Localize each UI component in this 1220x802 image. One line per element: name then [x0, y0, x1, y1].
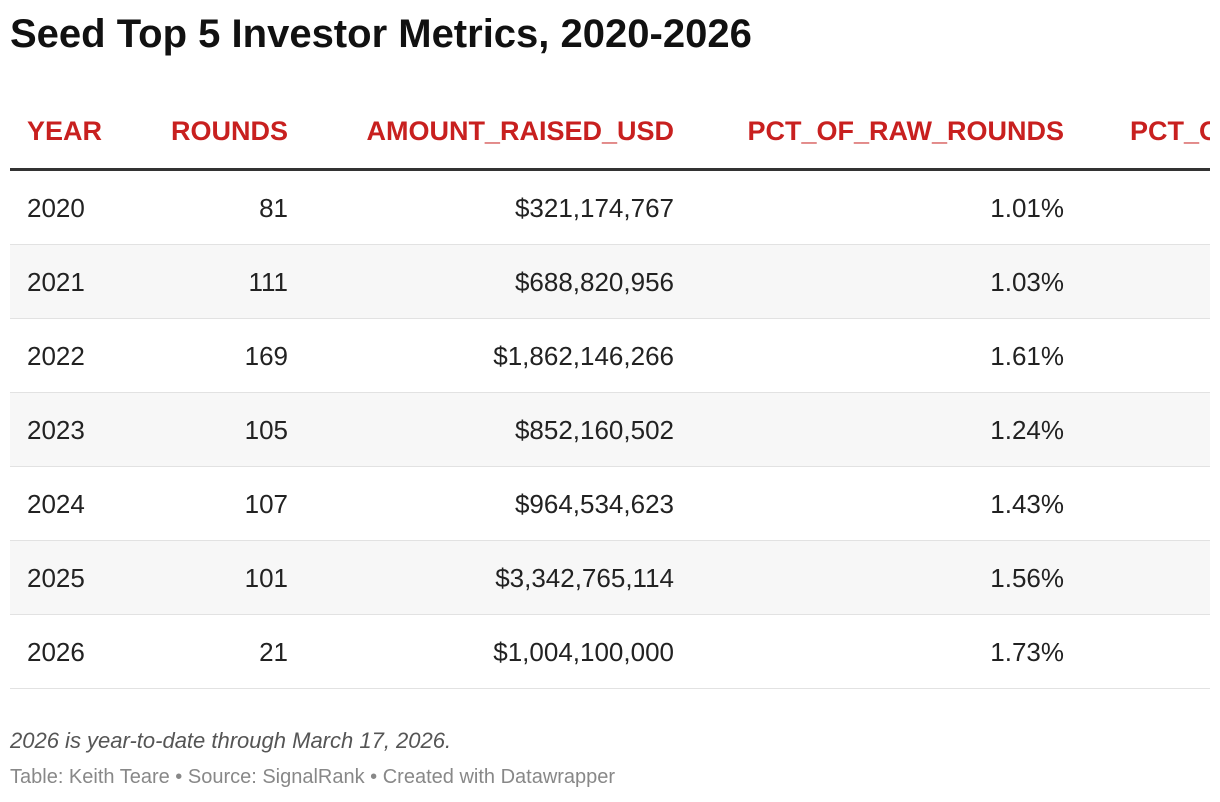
table-cell: $1,862,146,266	[493, 341, 674, 371]
table-cell: 2026	[27, 637, 85, 667]
table-cell: 107	[244, 489, 288, 519]
table-cell: $964,534,623	[514, 489, 674, 519]
table-cell: 1.56%	[990, 563, 1064, 593]
column-header: PCT_OF_RAW_ROUNDS	[747, 116, 1064, 146]
table-cell: 2020	[27, 193, 85, 223]
table-cell: 2021	[27, 267, 85, 297]
column-header: YEAR	[27, 116, 103, 146]
table-cell: 81	[259, 193, 288, 223]
table-cell: $688,820,956	[514, 267, 674, 297]
table-cell: 2025	[27, 563, 85, 593]
table-cell: 1.03%	[990, 267, 1064, 297]
table-row: 2021 111 $688,820,956 1.03%	[10, 245, 1210, 319]
table: YEAR ROUNDS AMOUNT_RAISED_USD PCT_OF_RAW_RO…	[10, 96, 1210, 689]
header-rule	[10, 168, 1210, 171]
table-row: 2022 169 $1,862,146,266 1.61%	[10, 319, 1210, 393]
table-row: 2024 107 $964,534,623 1.43%	[10, 467, 1210, 541]
table-row: 2020 81 $321,174,767 1.01%	[10, 171, 1210, 245]
table-cell: $3,342,765,114	[495, 563, 674, 593]
table-cell: 1.43%	[990, 489, 1064, 519]
table-cell: 111	[248, 267, 288, 297]
table-cell: 2022	[27, 341, 85, 371]
table-cell: 1.61%	[990, 341, 1064, 371]
table-row: 2023 105 $852,160,502 1.24%	[10, 393, 1210, 467]
table-cell: 1.24%	[990, 415, 1064, 445]
table-cell: $1,004,100,000	[493, 637, 674, 667]
table-cell: $321,174,767	[514, 193, 674, 223]
column-header: PCT_O	[1130, 116, 1210, 146]
footer: Table: Keith Teare • Source: SignalRank …	[10, 766, 616, 788]
table-cell: 101	[244, 563, 288, 593]
table-row: 2025 101 $3,342,765,114 1.56%	[10, 541, 1210, 615]
table-cell: 2024	[27, 489, 85, 519]
column-header: ROUNDS	[170, 116, 288, 146]
table-cell: 2023	[27, 415, 85, 445]
table-cell: 1.01%	[990, 193, 1064, 223]
table-cell: 1.73%	[990, 637, 1064, 667]
table-cell: $852,160,502	[514, 415, 674, 445]
notes: 2026 is year-to-date through March 17, 2…	[10, 728, 452, 753]
table-cell: 21	[259, 637, 288, 667]
title: Seed Top 5 Investor Metrics, 2020-2026	[10, 12, 752, 56]
column-header: AMOUNT_RAISED_USD	[366, 116, 674, 146]
table-cell: 169	[244, 341, 288, 371]
table-row: 2026 21 $1,004,100,000 1.73%	[10, 615, 1210, 689]
table-cell: 105	[244, 415, 288, 445]
